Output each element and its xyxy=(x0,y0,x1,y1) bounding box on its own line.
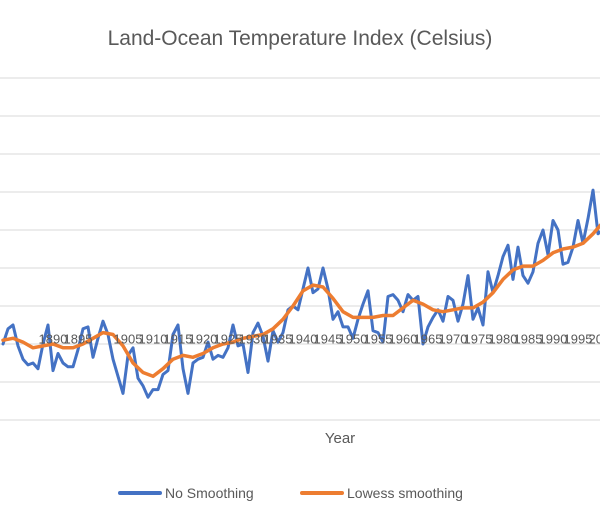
x-tick-label-1910: 1910 xyxy=(139,331,168,346)
legend-label-no-smoothing: No Smoothing xyxy=(165,485,254,501)
x-tick-label-2000: 2000 xyxy=(589,331,600,346)
legend-item-no-smoothing: No Smoothing xyxy=(118,485,254,501)
x-tick-label-1955: 1955 xyxy=(364,331,393,346)
x-tick-label-1925: 1925 xyxy=(214,331,243,346)
x-tick-label-1985: 1985 xyxy=(514,331,543,346)
x-tick-label-1905: 1905 xyxy=(114,331,143,346)
x-tick-label-1950: 1950 xyxy=(339,331,368,346)
x-tick-label-1975: 1975 xyxy=(464,331,493,346)
x-tick-label-1895: 1895 xyxy=(64,331,93,346)
x-tick-label-1915: 1915 xyxy=(164,331,193,346)
x-tick-label-1990: 1990 xyxy=(539,331,568,346)
legend: No Smoothing Lowess smoothing xyxy=(118,485,463,501)
x-tick-label-1970: 1970 xyxy=(439,331,468,346)
x-tick-label-1940: 1940 xyxy=(289,331,318,346)
legend-item-lowess-smoothing: Lowess smoothing xyxy=(300,485,463,501)
x-tick-label-1930: 1930 xyxy=(239,331,268,346)
series-line-lowess-smoothing xyxy=(1,223,600,379)
x-tick-label-1980: 1980 xyxy=(489,331,518,346)
x-tick-label-1920: 1920 xyxy=(189,331,218,346)
chart-title: Land-Ocean Temperature Index (Celsius) xyxy=(108,27,493,50)
x-tick-label-1995: 1995 xyxy=(564,331,593,346)
legend-label-lowess-smoothing: Lowess smoothing xyxy=(347,485,463,501)
x-tick-label-1935: 1935 xyxy=(264,331,293,346)
x-tick-label-1960: 1960 xyxy=(389,331,418,346)
x-axis-title: Year xyxy=(325,430,355,447)
x-tick-label-1965: 1965 xyxy=(414,331,443,346)
x-tick-label-1945: 1945 xyxy=(314,331,343,346)
gridlines xyxy=(0,77,600,421)
series-layer xyxy=(1,188,600,399)
x-tick-label-1890: 1890 xyxy=(39,331,68,346)
